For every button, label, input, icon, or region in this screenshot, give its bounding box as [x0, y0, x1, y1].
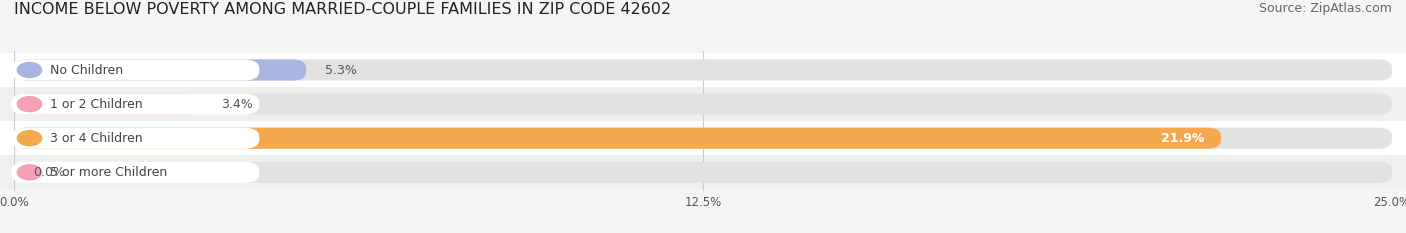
- Circle shape: [17, 62, 42, 78]
- Bar: [0, 121, 1406, 155]
- Text: 1 or 2 Children: 1 or 2 Children: [49, 98, 142, 111]
- Text: 3 or 4 Children: 3 or 4 Children: [49, 132, 142, 145]
- Text: 5 or more Children: 5 or more Children: [49, 166, 167, 179]
- FancyBboxPatch shape: [14, 128, 1220, 149]
- FancyBboxPatch shape: [14, 93, 201, 115]
- Bar: [0, 53, 1406, 87]
- Circle shape: [17, 131, 42, 146]
- Bar: [0, 155, 1406, 189]
- Circle shape: [17, 97, 42, 112]
- FancyBboxPatch shape: [14, 93, 1392, 115]
- FancyBboxPatch shape: [11, 162, 259, 183]
- Text: 0.0%: 0.0%: [34, 166, 65, 179]
- FancyBboxPatch shape: [14, 59, 307, 81]
- FancyBboxPatch shape: [14, 128, 1392, 149]
- FancyBboxPatch shape: [14, 59, 1392, 81]
- Text: 3.4%: 3.4%: [221, 98, 253, 111]
- Text: Source: ZipAtlas.com: Source: ZipAtlas.com: [1258, 2, 1392, 15]
- FancyBboxPatch shape: [11, 128, 259, 149]
- FancyBboxPatch shape: [11, 59, 259, 81]
- Text: INCOME BELOW POVERTY AMONG MARRIED-COUPLE FAMILIES IN ZIP CODE 42602: INCOME BELOW POVERTY AMONG MARRIED-COUPL…: [14, 2, 671, 17]
- Circle shape: [17, 165, 42, 180]
- Text: No Children: No Children: [49, 64, 122, 76]
- FancyBboxPatch shape: [14, 162, 1392, 183]
- Text: 5.3%: 5.3%: [325, 64, 357, 76]
- FancyBboxPatch shape: [11, 93, 259, 115]
- Bar: [0, 87, 1406, 121]
- Text: 21.9%: 21.9%: [1161, 132, 1205, 145]
